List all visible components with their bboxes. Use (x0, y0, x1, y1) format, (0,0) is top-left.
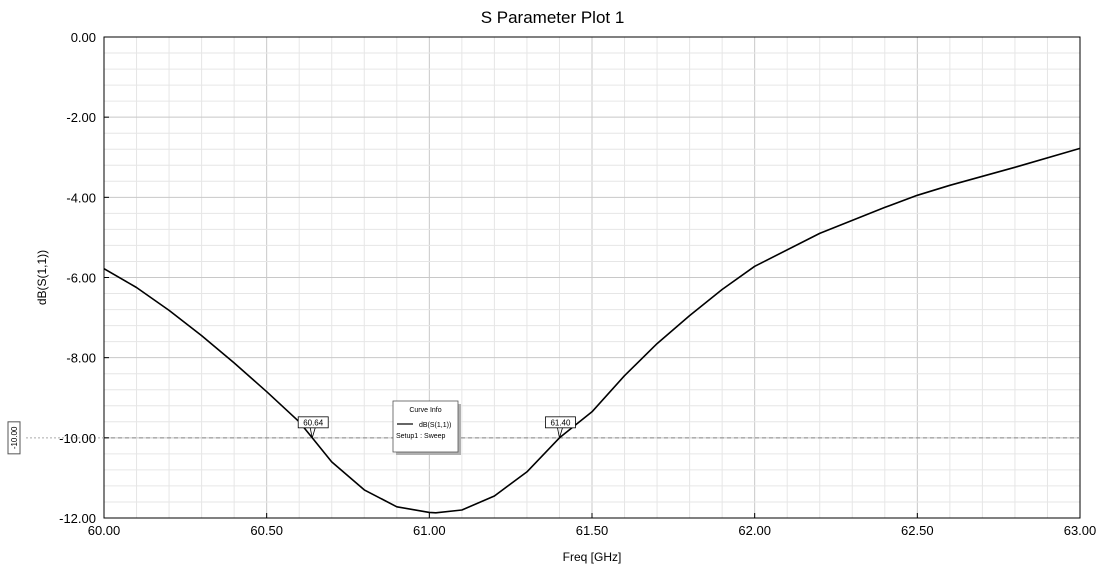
marker-pointer (557, 427, 560, 438)
legend-title: Curve Info (409, 407, 441, 414)
y-tick-label: -4.00 (66, 190, 96, 205)
y-tick-label: -12.00 (59, 511, 96, 526)
curve-group (103, 147, 1081, 514)
marker-group: 60.64 61.40 (297, 416, 576, 438)
legend-subtitle: Setup1 : Sweep (396, 433, 446, 440)
legend-box (392, 400, 459, 453)
grid (104, 37, 1080, 518)
threshold-label-box (7, 421, 21, 455)
x-tick-label: 61.50 (576, 523, 609, 538)
x-tick-label: 62.50 (901, 523, 934, 538)
marker-box (545, 416, 576, 429)
y-tick-label: 0.00 (71, 30, 96, 45)
y-tick-label: -8.00 (66, 351, 96, 366)
x-tick-label: 60.50 (250, 523, 283, 538)
x-axis-label: Freq [GHz] (563, 550, 622, 564)
y-axis-label: dB(S(1,1)) (35, 250, 49, 305)
marker-pointer (309, 427, 313, 438)
y-tick-label: -6.00 (66, 271, 96, 286)
threshold-group: -10.00 (7, 421, 1080, 455)
marker-pointer (559, 427, 563, 438)
x-tick-label: 61.00 (413, 523, 446, 538)
x-tick-label: 63.00 (1064, 523, 1097, 538)
threshold-label: -10.00 (10, 426, 19, 449)
curve-info-legend[interactable]: Curve Info dB(S(1,1)) Setup1 : Sweep (392, 400, 461, 455)
y-tick-label: -10.00 (59, 431, 96, 446)
x-tick-label: 62.00 (738, 523, 771, 538)
marker-pointer (311, 427, 316, 438)
marker-label: 60.64 (303, 418, 324, 427)
marker-label: 61.40 (550, 418, 571, 427)
y-tick-labels: 0.00 -2.00 -4.00 -6.00 -8.00 -10.00 -12.00 (59, 30, 109, 526)
x-tick-label: 60.00 (88, 523, 121, 538)
y-tick-label: -2.00 (66, 110, 96, 125)
marker-box (297, 416, 329, 429)
legend-entry: dB(S(1,1)) (419, 422, 451, 429)
series-line-s11 (103, 147, 1081, 514)
chart-title: S Parameter Plot 1 (480, 8, 625, 27)
x-tick-labels: 60.00 60.50 61.00 61.50 62.00 62.50 63.00 (88, 513, 1097, 538)
